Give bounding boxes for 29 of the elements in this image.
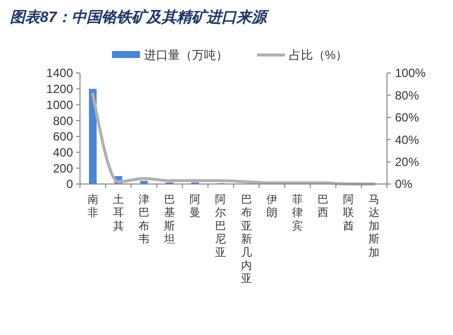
y-tick-label: 0: [66, 177, 74, 192]
x-tick-label: 巴西: [318, 194, 329, 220]
y-tick-label: 200: [52, 161, 74, 176]
legend-label: 进口量（万吨）: [144, 48, 228, 62]
y-tick-label: 1400: [46, 66, 74, 80]
x-tick-label: 马达加斯加: [368, 194, 380, 259]
x-tick-label: 菲律宾: [292, 193, 303, 232]
x-tick-label: 巴基斯坦: [163, 194, 176, 246]
y-tick-label: 400: [52, 145, 74, 160]
x-tick-label: 巴布亚新几内亚: [240, 194, 252, 286]
y2-tick-label: 100%: [395, 66, 426, 80]
y-tick-label: 800: [52, 114, 74, 128]
y-tick-label: 1200: [46, 82, 74, 96]
y2-tick-label: 40%: [395, 132, 420, 147]
x-tick-label: 阿联酋: [343, 194, 354, 232]
x-tick-label: 阿曼: [190, 194, 201, 220]
chart-title: 图表87：中国铬铁矿及其精矿进口来源: [10, 8, 270, 26]
x-tick-label: 津巴布韦: [138, 193, 150, 246]
y2-tick-label: 60%: [395, 110, 420, 125]
y2-tick-label: 0%: [395, 177, 413, 192]
y-tick-label: 1000: [46, 98, 74, 112]
x-tick-label: 土耳其: [112, 193, 124, 232]
y2-tick-label: 80%: [395, 88, 420, 102]
x-tick-label: 伊朗: [266, 194, 278, 220]
y2-tick-label: 20%: [395, 155, 420, 169]
x-tick-label: 阿尔巴尼亚: [215, 194, 226, 259]
legend-label: 占比（%）: [289, 48, 348, 62]
x-tick-label: 南非: [87, 193, 98, 220]
y-tick-label: 600: [52, 130, 74, 144]
